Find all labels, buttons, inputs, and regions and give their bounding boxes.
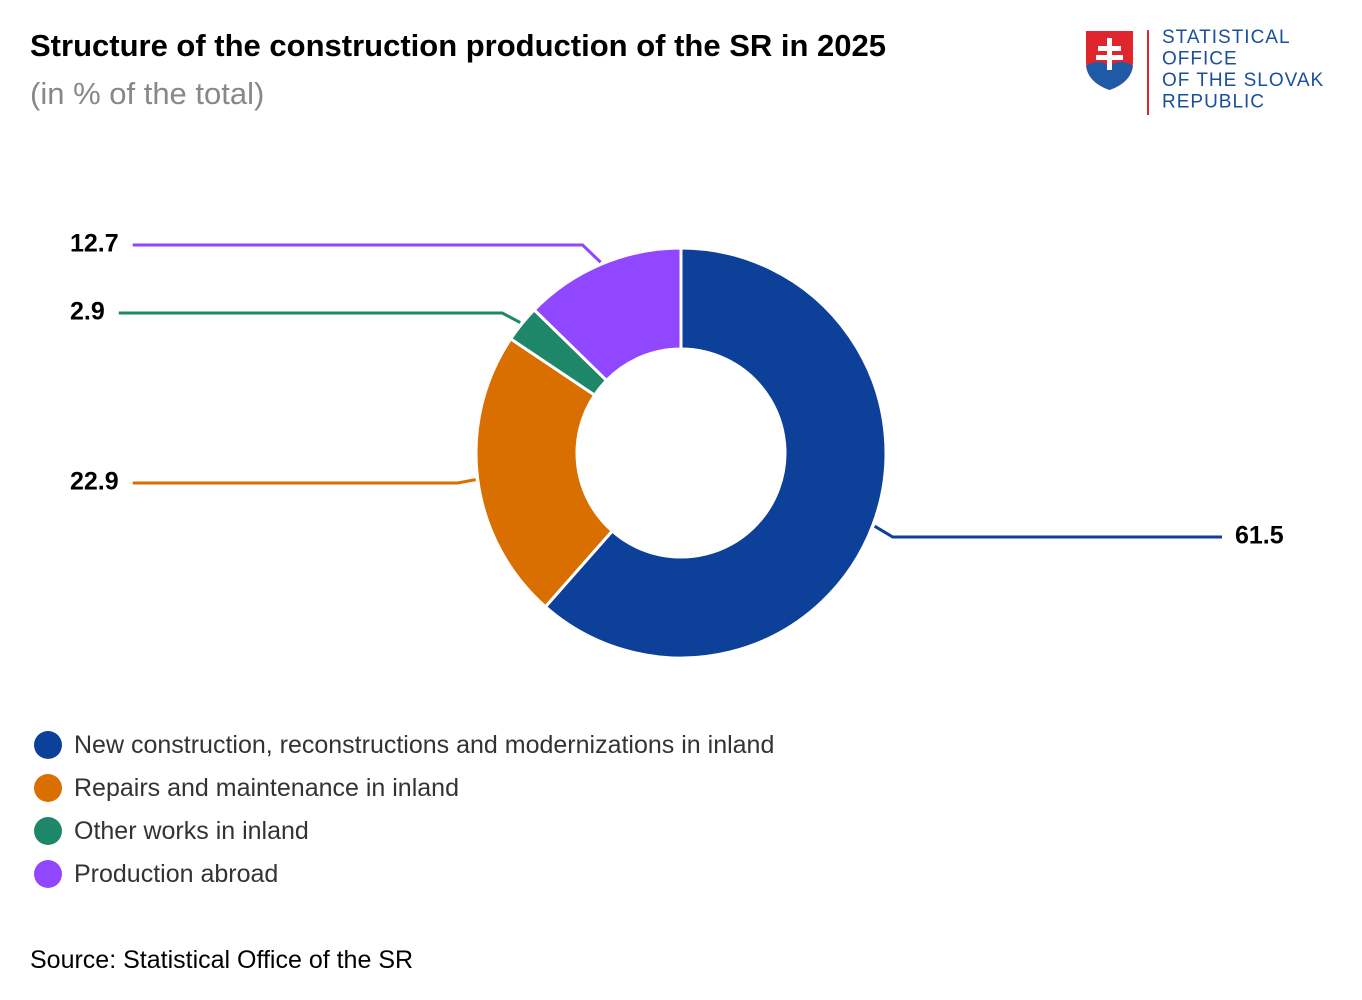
- legend-item: Other works in inland: [34, 814, 814, 848]
- legend: New construction, reconstructions and mo…: [34, 728, 814, 900]
- leader-line: [118, 311, 521, 324]
- donut-segment: [532, 246, 683, 383]
- legend-label: Other works in inland: [74, 817, 309, 845]
- logo-text: STATISTICAL: [1162, 27, 1291, 48]
- logo-hills: [1086, 62, 1133, 90]
- leader-line: [132, 478, 476, 485]
- chart-subtitle: (in % of the total): [30, 76, 265, 111]
- leader-line: [873, 524, 1222, 539]
- logo-cross: [1096, 38, 1123, 70]
- data-label: 2.9: [70, 298, 105, 326]
- logo: [1086, 30, 1149, 115]
- legend-item: New construction, reconstructions and mo…: [34, 728, 814, 762]
- donut-segment: [474, 336, 615, 609]
- legend-label: New construction, reconstructions and mo…: [74, 731, 775, 759]
- legend-swatch: [34, 731, 62, 759]
- legend-item: Production abroad: [34, 857, 814, 891]
- source: Source: Statistical Office of the SR: [30, 946, 414, 974]
- legend-swatch: [34, 860, 62, 888]
- data-label: 61.5: [1235, 522, 1284, 550]
- legend-swatch: [34, 817, 62, 845]
- data-label: 22.9: [70, 468, 119, 496]
- data-label: 12.7: [70, 230, 119, 258]
- legend-swatch: [34, 774, 62, 802]
- leader-line: [132, 243, 602, 264]
- legend-item: Repairs and maintenance in inland: [34, 771, 814, 805]
- chart-title: Structure of the construction production…: [30, 28, 886, 63]
- donut-segment: [543, 246, 888, 660]
- logo-text: REPUBLIC: [1162, 92, 1265, 113]
- logo-text: OFFICE: [1162, 49, 1238, 70]
- legend-label: Production abroad: [74, 860, 279, 888]
- logo-text: OF THE SLOVAK: [1162, 70, 1324, 91]
- legend-label: Repairs and maintenance in inland: [74, 774, 459, 802]
